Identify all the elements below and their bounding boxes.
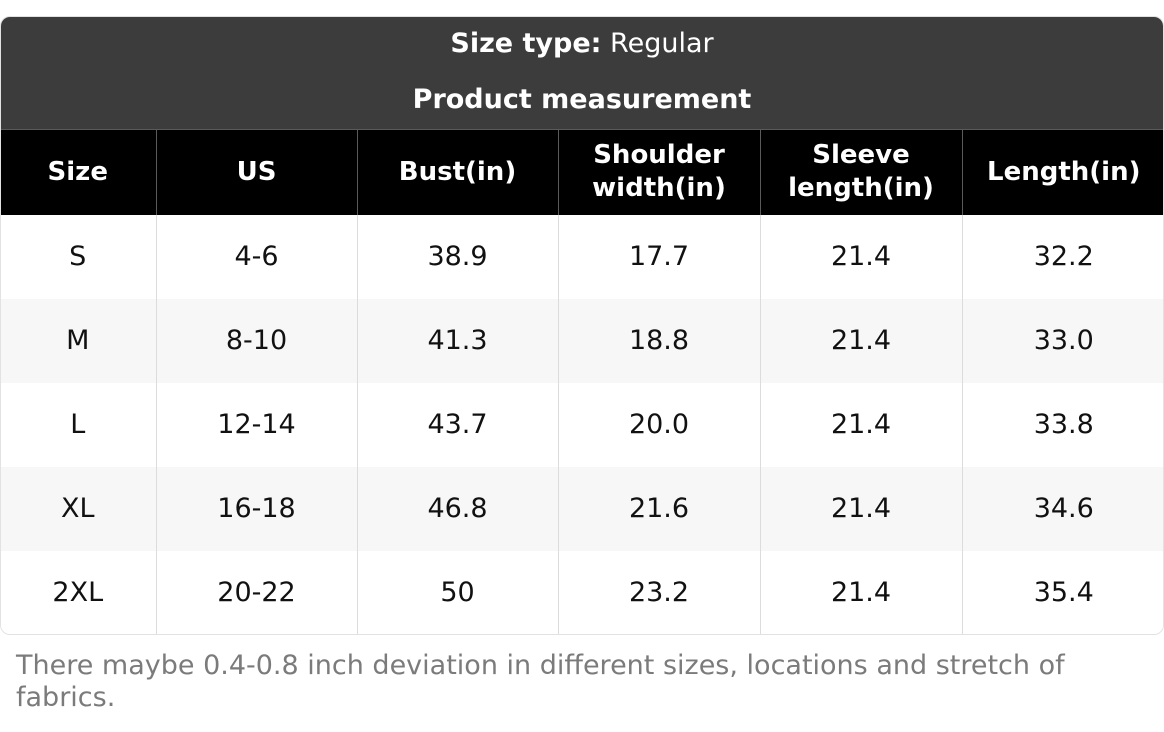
header-sleeve-line1: Sleeve (812, 140, 910, 171)
size-type-label: Size type: (450, 28, 602, 59)
cell-size: S (1, 214, 156, 299)
cell-us: 16-18 (155, 466, 357, 551)
header-shoulder-line1: Shoulder (593, 140, 725, 171)
header-length: Length(in) (961, 129, 1163, 215)
header-shoulder-line2: width(in) (592, 173, 726, 204)
header-shoulder-width: Shoulder width(in) (557, 129, 760, 215)
deviation-note: There maybe 0.4-0.8 inch deviation in di… (16, 650, 1065, 713)
cell-length: 32.2 (961, 214, 1163, 299)
table-row: M 8-10 41.3 18.8 21.4 33.0 (1, 298, 1163, 383)
cell-us: 20-22 (155, 550, 357, 634)
header-sleeve-line2: length(in) (788, 173, 934, 204)
cell-sleeve-length: 21.4 (759, 214, 962, 299)
cell-length: 34.6 (961, 466, 1163, 551)
cell-shoulder-width: 23.2 (557, 550, 760, 634)
caption-title: Product measurement (412, 84, 752, 115)
cell-shoulder-width: 18.8 (557, 298, 760, 383)
cell-us: 8-10 (155, 298, 357, 383)
cell-bust: 41.3 (356, 298, 558, 383)
cell-size: XL (1, 466, 156, 551)
size-type-line: Size type: Regular (1, 27, 1163, 61)
header-length-label: Length(in) (987, 156, 1141, 187)
table-row: 2XL 20-22 50 23.2 21.4 35.4 (1, 550, 1163, 634)
measurement-table: Size US Bust(in) Shoulder width(in) Sleev… (1, 129, 1163, 634)
size-type-value: Regular (610, 28, 714, 59)
cell-sleeve-length: 21.4 (759, 550, 962, 634)
cell-length: 35.4 (961, 550, 1163, 634)
cell-bust: 50 (356, 550, 558, 634)
cell-length: 33.0 (961, 298, 1163, 383)
header-size: Size (1, 129, 156, 215)
cell-bust: 38.9 (356, 214, 558, 299)
header-us-label: US (236, 156, 277, 187)
header-bust-label: Bust(in) (398, 156, 517, 187)
header-us: US (155, 129, 357, 215)
cell-us: 12-14 (155, 382, 357, 467)
header-row: Size US Bust(in) Shoulder width(in) Sleev… (1, 129, 1163, 215)
header-size-label: Size (47, 156, 108, 187)
cell-shoulder-width: 17.7 (557, 214, 760, 299)
header-bust: Bust(in) (356, 129, 558, 215)
cell-shoulder-width: 21.6 (557, 466, 760, 551)
cell-bust: 43.7 (356, 382, 558, 467)
cell-sleeve-length: 21.4 (759, 382, 962, 467)
cell-sleeve-length: 21.4 (759, 298, 962, 383)
size-chart-card: Size type: Regular Product measurement S… (0, 16, 1164, 635)
cell-bust: 46.8 (356, 466, 558, 551)
header-sleeve-length: Sleeve length(in) (759, 129, 962, 215)
table-row: S 4-6 38.9 17.7 21.4 32.2 (1, 214, 1163, 299)
cell-us: 4-6 (155, 214, 357, 299)
cell-length: 33.8 (961, 382, 1163, 467)
table-row: XL 16-18 46.8 21.6 21.4 34.6 (1, 466, 1163, 551)
table-caption: Size type: Regular Product measurement (1, 17, 1163, 129)
cell-size: L (1, 382, 156, 467)
cell-sleeve-length: 21.4 (759, 466, 962, 551)
table-row: L 12-14 43.7 20.0 21.4 33.8 (1, 382, 1163, 467)
cell-size: 2XL (1, 550, 156, 634)
cell-shoulder-width: 20.0 (557, 382, 760, 467)
cell-size: M (1, 298, 156, 383)
